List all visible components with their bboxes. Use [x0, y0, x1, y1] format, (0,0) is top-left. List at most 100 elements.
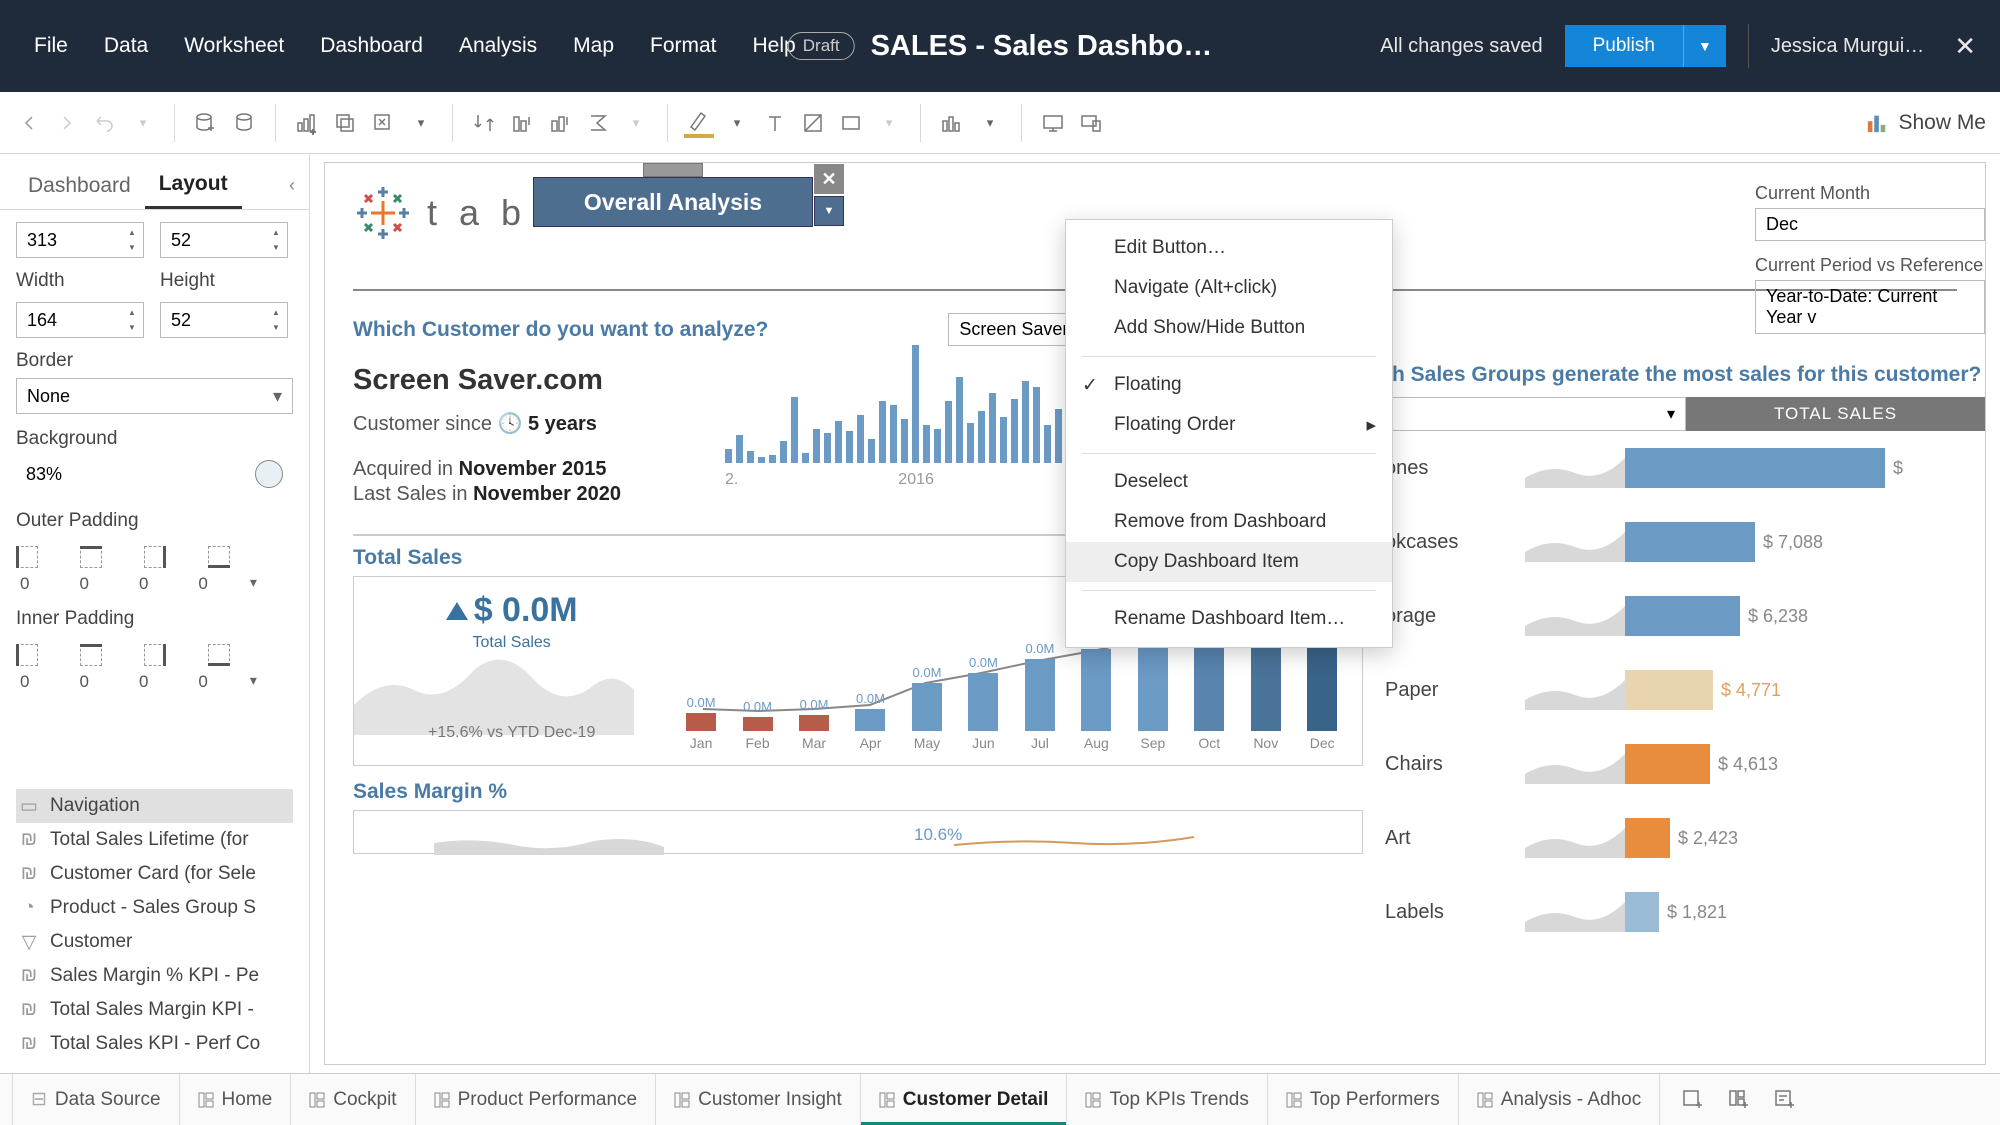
sheet-tab[interactable]: Customer Detail	[861, 1074, 1068, 1125]
datasource-tab[interactable]: ⊟Data Source	[12, 1074, 180, 1125]
new-worksheet-icon[interactable]	[292, 108, 322, 138]
tab-layout[interactable]: Layout	[145, 162, 242, 209]
context-menu-item[interactable]: Rename Dashboard Item…	[1066, 599, 1392, 639]
fit-dropdown-icon[interactable]: ▾	[874, 108, 904, 138]
item-menu-icon[interactable]: ▼	[814, 196, 844, 226]
dashboard-canvas[interactable]: t a b l e a u Overall Analysis ✕ ▼ Curre	[310, 154, 2000, 1073]
totals-dropdown-icon[interactable]: ▾	[621, 108, 651, 138]
totals-icon[interactable]	[583, 108, 613, 138]
device-preview-icon[interactable]	[1076, 108, 1106, 138]
context-menu-item[interactable]: Floating	[1066, 365, 1392, 405]
new-story-tab-icon[interactable]	[1770, 1085, 1800, 1115]
tree-item[interactable]: ▽Customer	[16, 925, 293, 959]
bar-value-label: 0.0M	[800, 697, 829, 712]
show-me-button[interactable]: Show Me	[1866, 111, 1986, 135]
total-sales-sublabel: Total Sales	[473, 634, 551, 652]
menu-dashboard[interactable]: Dashboard	[302, 20, 441, 72]
pad-top-icon[interactable]	[80, 546, 102, 568]
month-label: Jun	[972, 735, 995, 751]
back-icon[interactable]	[14, 108, 44, 138]
publish-button[interactable]: Publish	[1565, 25, 1683, 67]
sheet-tab[interactable]: Home	[180, 1074, 292, 1125]
y-position-input[interactable]: 52▲▼	[160, 222, 288, 258]
menu-file[interactable]: File	[16, 20, 86, 72]
save-icon[interactable]	[229, 108, 259, 138]
current-month-select[interactable]: Dec	[1755, 208, 1985, 241]
height-label: Height	[160, 270, 288, 292]
undo-icon[interactable]	[90, 108, 120, 138]
current-period-select[interactable]: Year-to-Date: Current Year v	[1755, 280, 1985, 334]
tree-item[interactable]: ◔Product - Sales Group S	[16, 891, 293, 925]
close-icon[interactable]: ✕	[1946, 31, 1984, 62]
menu-format[interactable]: Format	[632, 20, 735, 72]
tree-item[interactable]: ₪Total Sales KPI - Perf Co	[16, 1027, 293, 1061]
duplicate-icon[interactable]	[330, 108, 360, 138]
context-menu-item[interactable]: Floating Order	[1066, 405, 1392, 445]
group-sparkline	[1525, 448, 1625, 488]
tree-item[interactable]: ₪Total Sales Lifetime (for	[16, 823, 293, 857]
tab-dashboard[interactable]: Dashboard	[14, 164, 145, 208]
sheet-tab[interactable]: Customer Insight	[656, 1074, 861, 1125]
drag-handle-icon[interactable]	[643, 163, 703, 177]
context-menu-item[interactable]: Navigate (Alt+click)	[1066, 268, 1392, 308]
presentation-icon[interactable]	[1038, 108, 1068, 138]
ipad-bottom-icon[interactable]	[208, 644, 230, 666]
show-cards-icon[interactable]	[937, 108, 967, 138]
ipad-right-icon[interactable]	[144, 644, 166, 666]
new-datasource-icon[interactable]	[191, 108, 221, 138]
menu-data[interactable]: Data	[86, 20, 166, 72]
context-menu-item[interactable]: Edit Button…	[1066, 228, 1392, 268]
context-menu-item[interactable]: Remove from Dashboard	[1066, 502, 1392, 542]
pad-bottom-icon[interactable]	[208, 546, 230, 568]
menu-map[interactable]: Map	[555, 20, 632, 72]
clear-icon[interactable]	[368, 108, 398, 138]
new-worksheet-tab-icon[interactable]	[1678, 1085, 1708, 1115]
sheet-tab[interactable]: Analysis - Adhoc	[1459, 1074, 1660, 1125]
highlight-icon[interactable]	[684, 108, 714, 138]
context-menu-item[interactable]: Add Show/Hide Button	[1066, 308, 1392, 348]
fit-icon[interactable]	[836, 108, 866, 138]
tree-item-label: Navigation	[50, 795, 140, 817]
text-label-icon[interactable]	[760, 108, 790, 138]
clear-dropdown-icon[interactable]: ▾	[406, 108, 436, 138]
pad-right-icon[interactable]	[144, 546, 166, 568]
tree-item[interactable]: ₪Customer Card (for Sele	[16, 857, 293, 891]
sort-asc-icon[interactable]	[507, 108, 537, 138]
inner-padding-label: Inner Padding	[16, 608, 293, 630]
pad-left-icon[interactable]	[16, 546, 38, 568]
highlight-dropdown-icon[interactable]: ▾	[722, 108, 752, 138]
undo-dropdown-icon[interactable]: ▾	[128, 108, 158, 138]
publish-dropdown[interactable]: ▼	[1683, 25, 1726, 67]
ipad-left-icon[interactable]	[16, 644, 38, 666]
x-position-input[interactable]: 313▲▼	[16, 222, 144, 258]
width-input[interactable]: 164▲▼	[16, 302, 144, 338]
groups-measure-select[interactable]	[1385, 397, 1686, 431]
sheet-tab[interactable]: Top Performers	[1268, 1074, 1459, 1125]
swap-icon[interactable]	[469, 108, 499, 138]
remove-item-icon[interactable]: ✕	[814, 164, 844, 194]
sort-desc-icon[interactable]	[545, 108, 575, 138]
forward-icon[interactable]	[52, 108, 82, 138]
sheet-tab[interactable]: Cockpit	[291, 1074, 415, 1125]
cards-dropdown-icon[interactable]: ▾	[975, 108, 1005, 138]
background-opacity-input[interactable]: 83%	[16, 456, 76, 492]
menu-worksheet[interactable]: Worksheet	[166, 20, 302, 72]
format-icon[interactable]	[798, 108, 828, 138]
context-menu-item[interactable]: Deselect	[1066, 462, 1392, 502]
tree-item[interactable]: ▭Navigation	[16, 789, 293, 823]
menu-analysis[interactable]: Analysis	[441, 20, 555, 72]
collapse-sidebar-icon[interactable]: ‹	[289, 175, 295, 196]
tree-item[interactable]: ₪Sales Margin % KPI - Pe	[16, 959, 293, 993]
new-dashboard-tab-icon[interactable]	[1724, 1085, 1754, 1115]
border-select[interactable]: None	[16, 378, 293, 414]
sheet-tab[interactable]: Top KPIs Trends	[1067, 1074, 1267, 1125]
inner-pad-more-icon[interactable]: ▾	[250, 672, 257, 692]
user-menu[interactable]: Jessica Murgui…	[1771, 35, 1924, 58]
height-input[interactable]: 52▲▼	[160, 302, 288, 338]
context-menu-item[interactable]: Copy Dashboard Item	[1066, 542, 1392, 582]
background-color-swatch[interactable]	[255, 460, 283, 488]
ipad-top-icon[interactable]	[80, 644, 102, 666]
sheet-tab[interactable]: Product Performance	[416, 1074, 657, 1125]
tree-item[interactable]: ₪Total Sales Margin KPI -	[16, 993, 293, 1027]
outer-pad-more-icon[interactable]: ▾	[250, 574, 257, 594]
